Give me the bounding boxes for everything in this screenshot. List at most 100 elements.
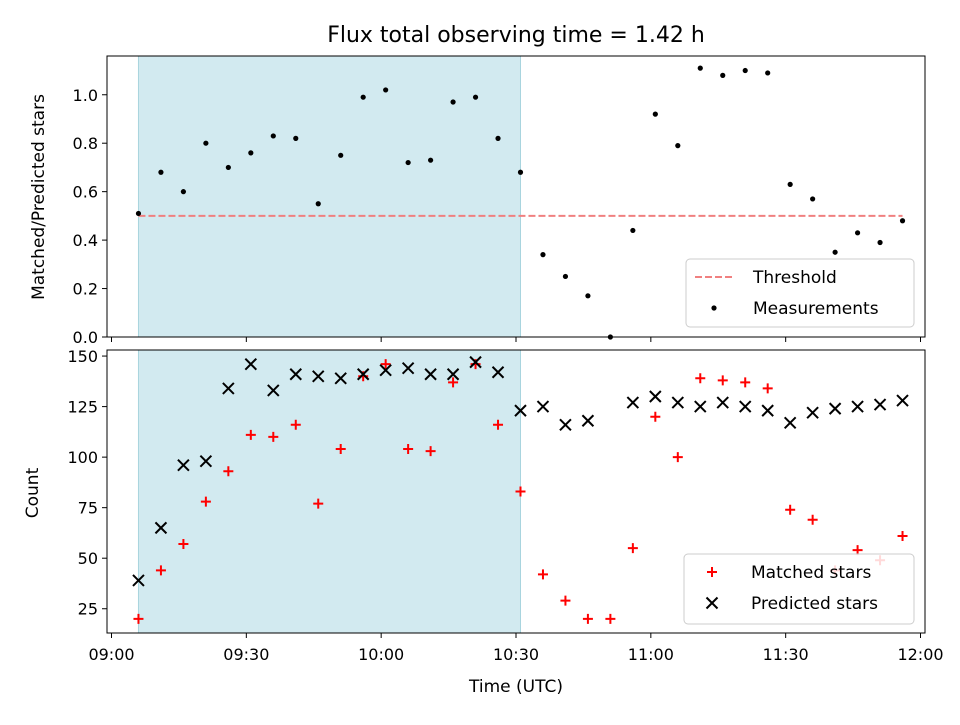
- matched-stars-point: [762, 383, 773, 394]
- predicted-stars-point: [424, 368, 437, 381]
- top-y-tick-label: 0.8: [73, 134, 98, 153]
- matched-stars-point: [223, 466, 234, 477]
- predicted-stars-point: [267, 384, 280, 397]
- measurements-point: [877, 239, 883, 246]
- predicted-stars-point: [199, 454, 213, 468]
- measurements-point: [428, 157, 434, 163]
- measurements-point: [697, 65, 703, 71]
- measurements-point: [630, 227, 636, 234]
- predicted-stars-point: [244, 357, 258, 371]
- predicted-stars-point: [761, 404, 774, 417]
- matched-stars-point: [133, 613, 144, 624]
- matched-stars-point: [155, 565, 166, 576]
- top-y-tick-label: 0.0: [73, 328, 98, 347]
- matched-stars-point: [672, 452, 683, 463]
- measurements-point: [832, 249, 838, 255]
- top-y-axis-label: Matched/Predicted stars: [29, 94, 49, 300]
- top-y-tick-label: 0.2: [73, 280, 98, 299]
- bottom-y-tick-label: 125: [67, 398, 98, 417]
- matched-stars-point: [537, 569, 548, 580]
- matched-stars-point: [448, 377, 459, 388]
- matched-stars-point: [852, 545, 863, 556]
- x-axis-label: Time (UTC): [468, 677, 563, 697]
- legend-matched-swatch: [707, 567, 717, 577]
- matched-stars-point: [493, 419, 504, 430]
- matched-stars-point: [313, 498, 324, 509]
- top-legend-label: Measurements: [753, 299, 879, 319]
- measurements-point: [338, 152, 344, 158]
- measurements-point: [472, 94, 479, 100]
- matched-stars-point: [245, 429, 256, 440]
- bottom-y-tick-label: 75: [78, 499, 98, 518]
- predicted-stars-point: [716, 396, 729, 409]
- predicted-stars-point: [581, 414, 595, 427]
- measurements-point: [899, 218, 906, 224]
- matched-stars-point: [717, 375, 728, 386]
- chart-title: Flux total observing time = 1.42 h: [327, 23, 705, 48]
- measurements-point: [540, 252, 546, 258]
- matched-stars-point: [897, 530, 908, 541]
- matched-stars-point: [560, 595, 571, 606]
- predicted-stars-point: [446, 368, 460, 381]
- legend-measurements-swatch: [711, 305, 717, 311]
- x-tick-label: 11:30: [763, 645, 809, 664]
- x-tick-label: 10:30: [493, 645, 539, 664]
- predicted-stars-point: [694, 400, 707, 413]
- matched-stars-point: [650, 411, 661, 422]
- matched-stars-point: [582, 613, 593, 624]
- measurements-point: [810, 196, 816, 202]
- matched-stars-point: [200, 496, 211, 507]
- predicted-stars-point: [783, 416, 797, 429]
- x-tick-label: 12:00: [897, 645, 943, 664]
- predicted-stars-point: [289, 368, 302, 381]
- measurements-point: [854, 230, 861, 236]
- top-observing-span: [137, 55, 521, 338]
- measurements-point: [180, 189, 187, 195]
- measurements-point: [517, 169, 524, 175]
- predicted-stars-point: [806, 406, 819, 419]
- top-panel: 0.0 0.2 0.4 0.6 0.8 1.0 Threshold Measurements: [73, 55, 926, 347]
- top-y-tick-label: 0.4: [73, 231, 98, 250]
- bottom-y-axis-label: Count: [23, 467, 43, 518]
- top-y-tick-label: 1.0: [73, 86, 98, 105]
- measurements-point: [225, 164, 231, 171]
- x-tick-label: 09:00: [88, 645, 134, 664]
- bottom-legend-label: Predicted stars: [751, 594, 878, 614]
- measurements-point: [787, 181, 793, 187]
- predicted-stars-point: [828, 402, 842, 415]
- measurements-point: [315, 201, 321, 207]
- predicted-stars-point: [379, 364, 392, 377]
- measurements-point: [248, 150, 254, 156]
- matched-stars-point: [425, 446, 436, 457]
- measurements-point: [135, 210, 142, 217]
- measurements-point: [585, 293, 591, 299]
- predicted-stars-point: [536, 400, 550, 413]
- bottom-observing-span: [137, 349, 521, 634]
- bottom-y-tick-label: 25: [78, 600, 98, 619]
- predicted-stars-point: [222, 382, 235, 395]
- predicted-stars-point: [671, 396, 685, 409]
- measurements-point: [270, 133, 276, 139]
- matched-stars-point: [178, 539, 189, 550]
- measurements-point: [720, 72, 726, 78]
- matched-stars-point: [740, 377, 751, 388]
- predicted-stars-point: [312, 370, 325, 383]
- measurements-point: [652, 111, 658, 117]
- measurements-point: [158, 169, 164, 175]
- predicted-stars-point: [356, 368, 370, 381]
- bottom-legend-box: [683, 553, 915, 625]
- predicted-stars-point: [626, 396, 640, 409]
- top-y-tick-label: 0.6: [73, 183, 98, 202]
- matched-stars-point: [605, 613, 616, 624]
- matched-stars-point: [785, 504, 796, 515]
- measurements-point: [293, 135, 299, 141]
- measurements-point: [562, 273, 569, 280]
- matched-stars-point: [380, 359, 391, 370]
- predicted-stars-point: [873, 398, 887, 411]
- bottom-panel: 25 50 75 100 125 150 09:00 09:30 10:00 10:30 11:00…: [67, 347, 943, 664]
- matched-stars-point: [627, 543, 638, 554]
- matched-stars-point: [695, 373, 706, 384]
- predicted-stars-point: [177, 459, 190, 472]
- predicted-stars-point: [851, 400, 864, 413]
